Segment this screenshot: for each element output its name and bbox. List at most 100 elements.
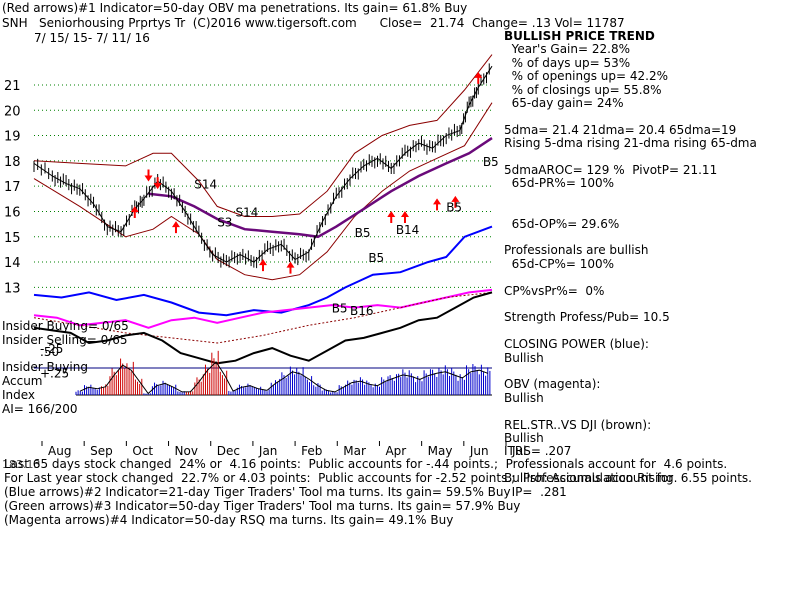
y-tick-label: 18 (4, 155, 21, 170)
month-label: Aug (48, 444, 71, 458)
header-line1: (Red arrows)#1 Indicator=50-day OBV ma p… (2, 1, 468, 15)
index-label: Index (2, 388, 36, 402)
date-range: 7/ 15/ 15- 7/ 11/ 16 (34, 31, 150, 45)
signal-label: S14 (236, 206, 259, 220)
right-panel-line: % of openings up= 42.2% (504, 69, 669, 84)
month-label: Mar (343, 444, 366, 458)
accum-group: .50 +.25 -.25 (34, 342, 492, 396)
right-panel-line: Bullish (504, 350, 544, 365)
right-panel-line: IP= .281 (504, 484, 567, 499)
right-panel-line: 65d-PR%= 100% (504, 176, 614, 191)
right-panel-line: 5dma= 21.4 21dma= 20.4 65dma=19 (504, 122, 737, 137)
right-panel-line: Year's Gain= 22.8% (504, 42, 630, 57)
signal-label: S14 (194, 178, 217, 192)
bottom-line-1: Last 65 days stock changed 24% or 4.16 p… (4, 457, 728, 471)
signal-arrow (474, 71, 483, 84)
signal-arrow (171, 221, 180, 234)
signal-label: B5 (332, 302, 348, 316)
signal-label: B5 (483, 155, 499, 169)
month-label: Dec (217, 444, 240, 458)
right-panel-line: BULLISH PRICE TREND (504, 29, 655, 43)
month-label: Apr (385, 444, 406, 458)
right-panel-line: Bullish (504, 431, 544, 445)
accum-tick-label: +.25 (40, 367, 69, 381)
month-label: Feb (301, 444, 322, 458)
y-tick-label: 13 (4, 281, 21, 296)
right-panel-line: % of closings up= 55.8% (504, 82, 662, 97)
right-panel-line: Bullish (504, 390, 544, 405)
price-group (33, 63, 493, 269)
month-label: Jan (258, 444, 278, 458)
signal-arrow (433, 198, 442, 211)
signal-arrow (451, 195, 460, 208)
insider-selling: Insider Selling= 0/65 (2, 333, 128, 347)
signal-label: B5 (368, 251, 384, 265)
month-label: Nov (175, 444, 198, 458)
right-panel-line: ITRS= .207 (504, 444, 572, 459)
signal-arrow (387, 211, 396, 224)
signal-arrow (400, 211, 409, 224)
ma65-group (148, 137, 493, 239)
accum-ma-line (79, 361, 488, 395)
signal-arrow (130, 205, 139, 218)
insider-buying-top: Insider Buying= 0/65 (2, 319, 129, 333)
right-panel-line: % of days up= 53% (504, 55, 631, 70)
y-tick-label: 20 (4, 104, 21, 119)
right-panel-line: 65-day gain= 24% (504, 96, 624, 110)
right-panel-line: CP%vsPr%= 0% (504, 283, 605, 298)
month-labels: Aug Sep Oct Nov Dec Jan Feb Mar Apr May Jun Jul (41, 441, 526, 458)
chart-grid (34, 84, 492, 288)
bottom-line-3: (Blue arrows)#2 Indicator=21-day Tiger T… (4, 485, 511, 499)
y-tick-label: 16 (4, 205, 21, 220)
right-panel-line: OBV (magenta): (504, 377, 601, 392)
signal-label: B14 (396, 223, 420, 237)
rel-str-group (33, 291, 493, 365)
bottom-line-2: For Last year stock changed 22.7% or 4.0… (4, 471, 752, 485)
signal-arrow (286, 261, 295, 274)
signal-arrow (153, 177, 162, 190)
month-label: Jul (511, 444, 526, 458)
y-tick-labels: 13 14 15 16 17 18 19 20 21 (4, 79, 21, 296)
right-panel-line: 65d-OP%= 29.6% (504, 216, 620, 231)
month-label: May (428, 444, 453, 458)
right-panel-line: CLOSING POWER (blue): (504, 337, 649, 352)
rel-str-dotted (33, 291, 493, 344)
signal-label: B5 (355, 226, 371, 240)
obv-group (33, 288, 493, 329)
insider-buying: Insider Buying (2, 360, 88, 374)
month-label: Oct (132, 444, 153, 458)
y-tick-label: 14 (4, 256, 21, 271)
bottom-line-4: (Green arrows)#3 Indicator=50-day Tiger … (4, 499, 521, 513)
month-label: Jun (469, 444, 489, 458)
price-bands (33, 54, 493, 281)
right-panel-line: Bullish: Accumulation Rising. (504, 471, 678, 486)
bottom-line-5: (Magenta arrows)#4 Indicator=50-day RSQ … (4, 513, 454, 527)
accum-tick-label: -.25 (40, 342, 63, 356)
lower-band (33, 102, 493, 281)
y-tick-label: 19 (4, 130, 21, 145)
right-panel-line: Professionals are bullish (504, 243, 649, 258)
rel-str-black-line (33, 291, 493, 365)
signal-arrow (144, 169, 153, 182)
signal-label: B16 (350, 304, 374, 318)
ma65-line (148, 137, 493, 239)
ai-label: AI= 166/200 (2, 402, 78, 416)
y-tick-label: 15 (4, 231, 21, 246)
y-tick-label: 17 (4, 180, 21, 195)
right-panel-line: 65d-CP%= 100% (504, 256, 615, 271)
signal-label: S3 (217, 216, 232, 230)
signal-label: B5 (446, 200, 462, 214)
signal-arrow (259, 259, 267, 272)
y-tick-label: 21 (4, 79, 21, 94)
obv-line (33, 288, 493, 329)
upper-band (33, 54, 493, 217)
accum-label: Accum (2, 374, 43, 388)
right-panel-line: Rising 5-dma rising 21-dma rising 65-dma (504, 136, 757, 151)
right-panel-line: 5dmaAROC= 129 % PivotP= 21.11 (504, 163, 718, 177)
right-panel-line: Strength Profess/Pub= 10.5 (504, 310, 670, 325)
accum-tick-label: .50 (40, 345, 59, 359)
header-line2: SNH Seniorhousing Prprtys Tr (C)2016 www… (2, 16, 625, 30)
overprint-fragment: 183.13 (2, 458, 41, 471)
month-label: Sep (90, 444, 113, 458)
